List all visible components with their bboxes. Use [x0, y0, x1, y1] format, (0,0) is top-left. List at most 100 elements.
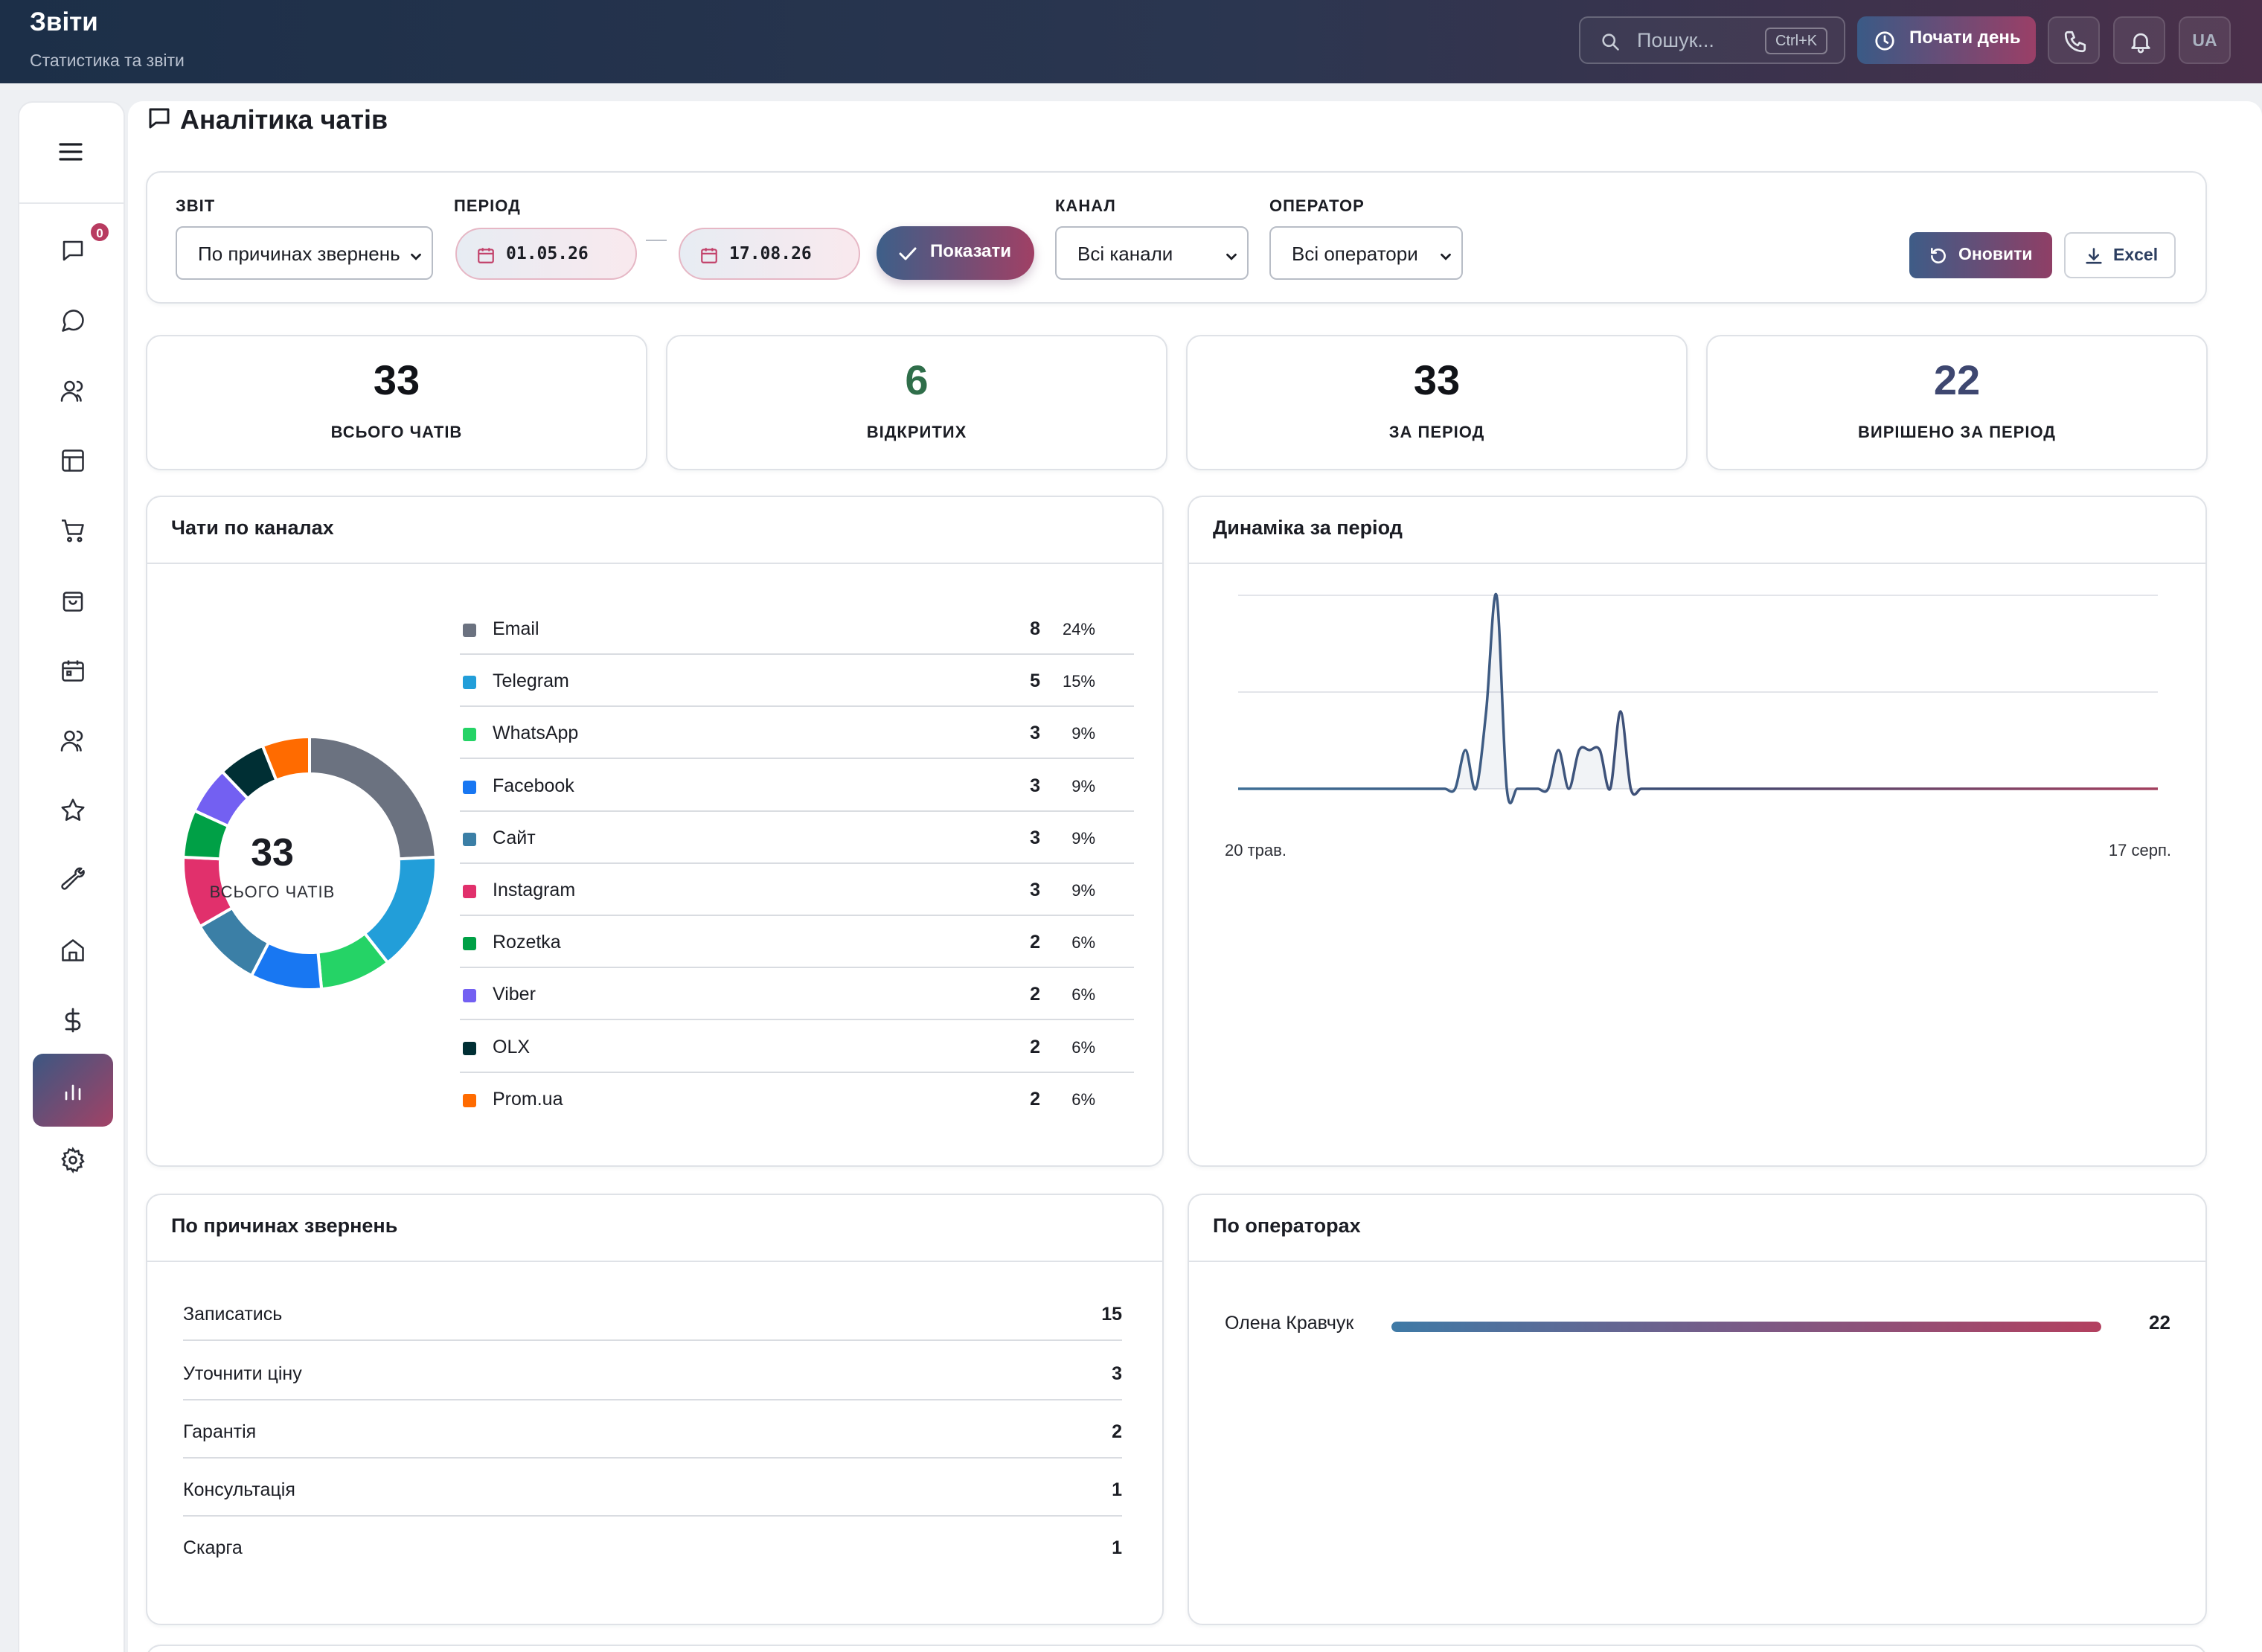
legend-channel-percent: 6%	[1071, 985, 1095, 1005]
channel-legend-row: Viber 2 6%	[460, 968, 1134, 1021]
kpi-value: 22	[1933, 356, 1981, 403]
sidebar: 0	[18, 101, 125, 1652]
kpi-label: ВІДКРИТИХ	[866, 423, 967, 441]
legend-swatch	[463, 728, 476, 742]
legend-channel-name: Viber	[493, 984, 536, 1005]
page-title-text: Аналітика чатів	[180, 104, 388, 135]
search-box[interactable]: Пошук... Ctrl+K	[1579, 16, 1845, 64]
channel-legend-row: Prom.ua 2 6%	[460, 1073, 1134, 1125]
sidebar-item-home[interactable]	[33, 914, 113, 987]
sidebar-item-finance[interactable]	[33, 984, 113, 1057]
show-button[interactable]: Показати	[877, 226, 1034, 280]
legend-channel-name: Сайт	[493, 827, 536, 848]
notifications-button[interactable]	[2113, 16, 2165, 64]
sidebar-menu-toggle[interactable]	[19, 103, 124, 204]
reason-name: Уточнити ціну	[183, 1363, 302, 1384]
period-label: ПЕРІОД	[454, 196, 521, 215]
channel-legend-row: Telegram 5 15%	[460, 655, 1134, 708]
sidebar-item-orders[interactable]	[33, 564, 113, 637]
sidebar-item-board[interactable]	[33, 424, 113, 497]
search-icon	[1600, 31, 1621, 56]
kpi-value: 6	[905, 356, 929, 403]
channel-select-value: Всі канали	[1077, 243, 1173, 265]
reason-count: 15	[1101, 1304, 1122, 1325]
language-switcher[interactable]: UA	[2179, 16, 2231, 64]
phone-icon	[2063, 29, 2088, 58]
sidebar-item-calendar[interactable]	[33, 634, 113, 707]
channels-card: Чати по каналах 33 ВСЬОГО ЧАТІВ Email 8 24…	[146, 496, 1164, 1167]
reason-count: 1	[1112, 1537, 1122, 1558]
operator-bar	[1391, 1322, 2101, 1332]
date-to-value: 17.08.26	[729, 244, 812, 263]
reason-row: Уточнити ціну 3	[183, 1342, 1122, 1400]
legend-swatch	[463, 989, 476, 1003]
sidebar-item-cart[interactable]	[33, 494, 113, 567]
legend-channel-count: 5	[1030, 670, 1040, 692]
card-header: По причинах звернень	[147, 1195, 1162, 1262]
operator-select-value: Всі оператори	[1292, 243, 1418, 265]
dollar-icon	[60, 1007, 86, 1037]
report-select[interactable]: По причинах звернень	[176, 226, 433, 280]
chevron-down-icon	[1223, 247, 1240, 270]
channels-donut-chart	[182, 734, 438, 991]
reason-row: Гарантія 2	[183, 1400, 1122, 1459]
legend-channel-name: Telegram	[493, 670, 569, 692]
sidebar-item-favorites[interactable]	[33, 774, 113, 847]
legend-channel-count: 3	[1030, 775, 1040, 796]
date-from-input[interactable]: 01.05.26	[455, 228, 637, 280]
shopping-cart-icon	[60, 517, 86, 548]
card-header: Чати по каналах	[147, 497, 1162, 564]
calendar-icon	[476, 246, 496, 270]
legend-channel-percent: 6%	[1071, 933, 1095, 953]
clock-icon	[1874, 30, 1896, 57]
channel-legend-row: Rozetka 2 6%	[460, 916, 1134, 969]
sidebar-item-chats[interactable]: 0	[33, 214, 113, 287]
legend-channel-percent: 9%	[1071, 881, 1095, 900]
sidebar-item-reports[interactable]	[33, 1054, 113, 1127]
kpi-label: ВСЬОГО ЧАТІВ	[330, 423, 463, 441]
channel-legend-row: Сайт 3 9%	[460, 812, 1134, 864]
sidebar-item-clients[interactable]	[33, 354, 113, 427]
chat-square-icon	[60, 237, 86, 268]
report-select-value: По причинах звернень	[198, 243, 400, 265]
gear-icon	[60, 1147, 86, 1177]
kpi-card-total: 33 ВСЬОГО ЧАТІВ	[146, 335, 647, 470]
legend-swatch	[463, 832, 476, 846]
next-card	[146, 1645, 2207, 1652]
date-from-value: 01.05.26	[506, 244, 589, 263]
start-day-button[interactable]: Почати день	[1857, 16, 2036, 64]
dynamics-series-line	[1238, 592, 2158, 804]
excel-export-label: Excel	[2113, 245, 2159, 264]
legend-swatch	[463, 1041, 476, 1055]
reason-row: Консультація 1	[183, 1459, 1122, 1517]
sidebar-item-tools[interactable]	[33, 844, 113, 917]
home-icon	[60, 937, 86, 967]
sidebar-item-team[interactable]	[33, 704, 113, 777]
chevron-down-icon	[408, 247, 424, 270]
check-icon	[899, 246, 917, 266]
refresh-button[interactable]: Оновити	[1909, 232, 2052, 278]
legend-channel-name: OLX	[493, 1036, 531, 1057]
reason-name: Консультація	[183, 1479, 295, 1500]
page-header-title: Звіти	[30, 7, 98, 36]
x-axis-end-label: 17 серп.	[2108, 841, 2171, 859]
reason-count: 1	[1112, 1479, 1122, 1500]
operator-select[interactable]: Всі оператори	[1269, 226, 1463, 280]
donut-slice-prom-ua	[260, 734, 311, 783]
phone-button[interactable]	[2048, 16, 2100, 64]
users-icon	[60, 377, 86, 408]
show-button-label: Показати	[930, 241, 1012, 261]
sidebar-item-settings[interactable]	[33, 1124, 113, 1197]
legend-channel-count: 2	[1030, 1036, 1040, 1057]
legend-channel-count: 2	[1030, 984, 1040, 1005]
date-to-input[interactable]: 17.08.26	[679, 228, 860, 280]
sidebar-item-messages[interactable]	[33, 284, 113, 357]
reason-count: 3	[1112, 1363, 1122, 1384]
kpi-card-open: 6 ВІДКРИТИХ	[666, 335, 1167, 470]
card-title: Динаміка за період	[1213, 516, 1403, 539]
excel-export-button[interactable]: Excel	[2064, 232, 2176, 278]
legend-swatch	[463, 937, 476, 951]
channel-select[interactable]: Всі канали	[1055, 226, 1249, 280]
channel-legend-row: WhatsApp 3 9%	[460, 707, 1134, 760]
page-title: Аналітика чатів	[146, 104, 388, 138]
